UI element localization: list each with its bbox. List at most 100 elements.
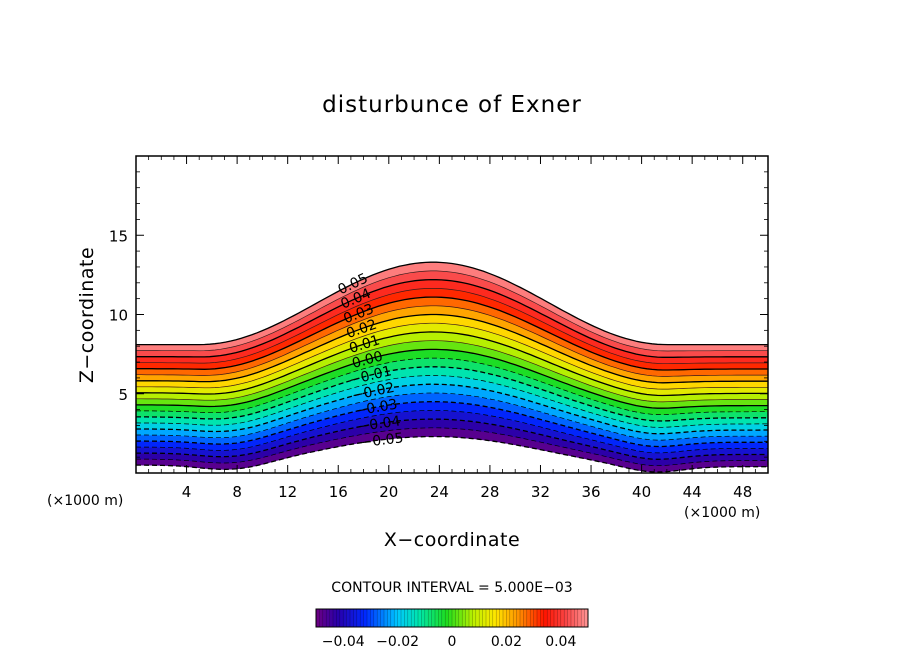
colorbar-tick-label: −0.04	[322, 634, 365, 650]
colorbar-cell	[472, 609, 477, 627]
colorbar-tick-label: −0.02	[376, 634, 419, 650]
colorbar-cell	[418, 609, 422, 627]
colorbar-cell	[509, 609, 514, 627]
x-axis-label: X−coordinate	[384, 529, 520, 551]
x-tick-label: 36	[581, 483, 600, 501]
colorbar-cell	[421, 609, 426, 627]
colorbar-cell	[564, 609, 568, 627]
contour-line	[136, 366, 768, 422]
colorbar-cell	[581, 609, 585, 627]
chart-title: disturbunce of Exner	[322, 92, 582, 118]
colorbar-cell	[394, 609, 398, 627]
x-tick-label: 16	[329, 483, 348, 501]
colorbar-cell	[537, 609, 541, 627]
colorbar-cell	[452, 609, 456, 627]
colorbar-cell	[465, 609, 470, 627]
colorbar-cell	[367, 609, 371, 627]
x-tick-label: 12	[278, 483, 297, 501]
contour-line	[136, 418, 768, 460]
contour-line	[136, 357, 768, 415]
contour-line	[136, 340, 768, 403]
colorbar-cell	[445, 609, 449, 627]
x-tick-label: 24	[430, 483, 449, 501]
colorbar-cell	[438, 609, 443, 627]
colorbar-cell	[482, 609, 487, 627]
colorbar-cell	[401, 609, 405, 627]
colorbar-cell	[584, 609, 589, 627]
x-tick-label: 32	[531, 483, 550, 501]
contour-line	[136, 270, 768, 352]
contour-line	[136, 296, 768, 371]
colorbar-cell	[373, 609, 378, 627]
contour-interval-text: CONTOUR INTERVAL = 5.000E−03	[331, 580, 572, 596]
colorbar-cell	[526, 609, 531, 627]
colorbar-tick-label: 0	[448, 634, 457, 650]
colorbar-cell	[384, 609, 388, 627]
colorbar-cell	[435, 609, 439, 627]
colorbar-cell	[397, 609, 402, 627]
colorbar-cell	[458, 609, 463, 627]
colorbar-cell	[492, 609, 497, 627]
colorbar-cell	[448, 609, 453, 627]
contour-line	[136, 313, 768, 384]
y-tick-label: 15	[109, 227, 128, 245]
contour-label: −0.05	[360, 430, 404, 451]
colorbar-cell	[350, 609, 354, 627]
contour-labels: 0.050.040.030.020.010.00−0.01−0.02−0.03−…	[336, 271, 405, 452]
colorbar-cell	[577, 609, 582, 627]
x-tick-label: 28	[480, 483, 499, 501]
contour-line	[136, 288, 768, 365]
colorbar-cell	[428, 609, 432, 627]
colorbar-tick-label: 0.04	[545, 634, 576, 650]
colorbar-cell	[353, 609, 358, 627]
colorbar-cell	[356, 609, 361, 627]
contour-line	[136, 401, 768, 448]
colorbar-cell	[486, 609, 490, 627]
contour-line	[136, 435, 768, 473]
colorbar-cell	[316, 609, 320, 627]
colorbar-cell	[370, 609, 375, 627]
colorbar-cell	[380, 609, 385, 627]
contour-label: 0.00	[350, 348, 384, 372]
contour-label: −0.04	[357, 413, 402, 435]
contour-label: −0.03	[354, 397, 399, 420]
colorbar-cell	[557, 609, 562, 627]
x-tick-label: 44	[683, 483, 702, 501]
colorbar-cell	[520, 609, 524, 627]
colorbar-cell	[404, 609, 409, 627]
contour-line	[136, 392, 768, 441]
colorbar-cell	[479, 609, 483, 627]
x-tick-label: 40	[632, 483, 651, 501]
x-tick-label: 20	[379, 483, 398, 501]
colorbar-cell	[499, 609, 504, 627]
colorbar-cell	[489, 609, 494, 627]
colorbar-cell	[530, 609, 534, 627]
colorbar-cell	[554, 609, 558, 627]
contour-line	[136, 375, 768, 428]
colorbar-cell	[431, 609, 436, 627]
x-tick-label: 48	[733, 483, 752, 501]
colorbar-cell	[560, 609, 565, 627]
colorbar-cell	[387, 609, 392, 627]
colorbar-cell	[377, 609, 381, 627]
contour-line	[136, 278, 768, 358]
colorbar-cell	[567, 609, 572, 627]
colorbar-cell	[441, 609, 446, 627]
colorbar	[315, 608, 589, 628]
colorbar-cell	[516, 609, 521, 627]
colorbar-cell	[329, 609, 334, 627]
colorbar-cell	[574, 609, 579, 627]
colorbar-cell	[571, 609, 575, 627]
colorbar-cell	[326, 609, 330, 627]
y-tick-label: 5	[118, 386, 128, 404]
colorbar-cell	[322, 609, 327, 627]
colorbar-cell	[360, 609, 364, 627]
colorbar-cell	[533, 609, 538, 627]
colorbar-cell	[543, 609, 548, 627]
x-tick-label: 8	[232, 483, 242, 501]
colorbar-cell	[346, 609, 351, 627]
colorbar-cell	[455, 609, 460, 627]
y-tick-label: 10	[109, 307, 128, 325]
